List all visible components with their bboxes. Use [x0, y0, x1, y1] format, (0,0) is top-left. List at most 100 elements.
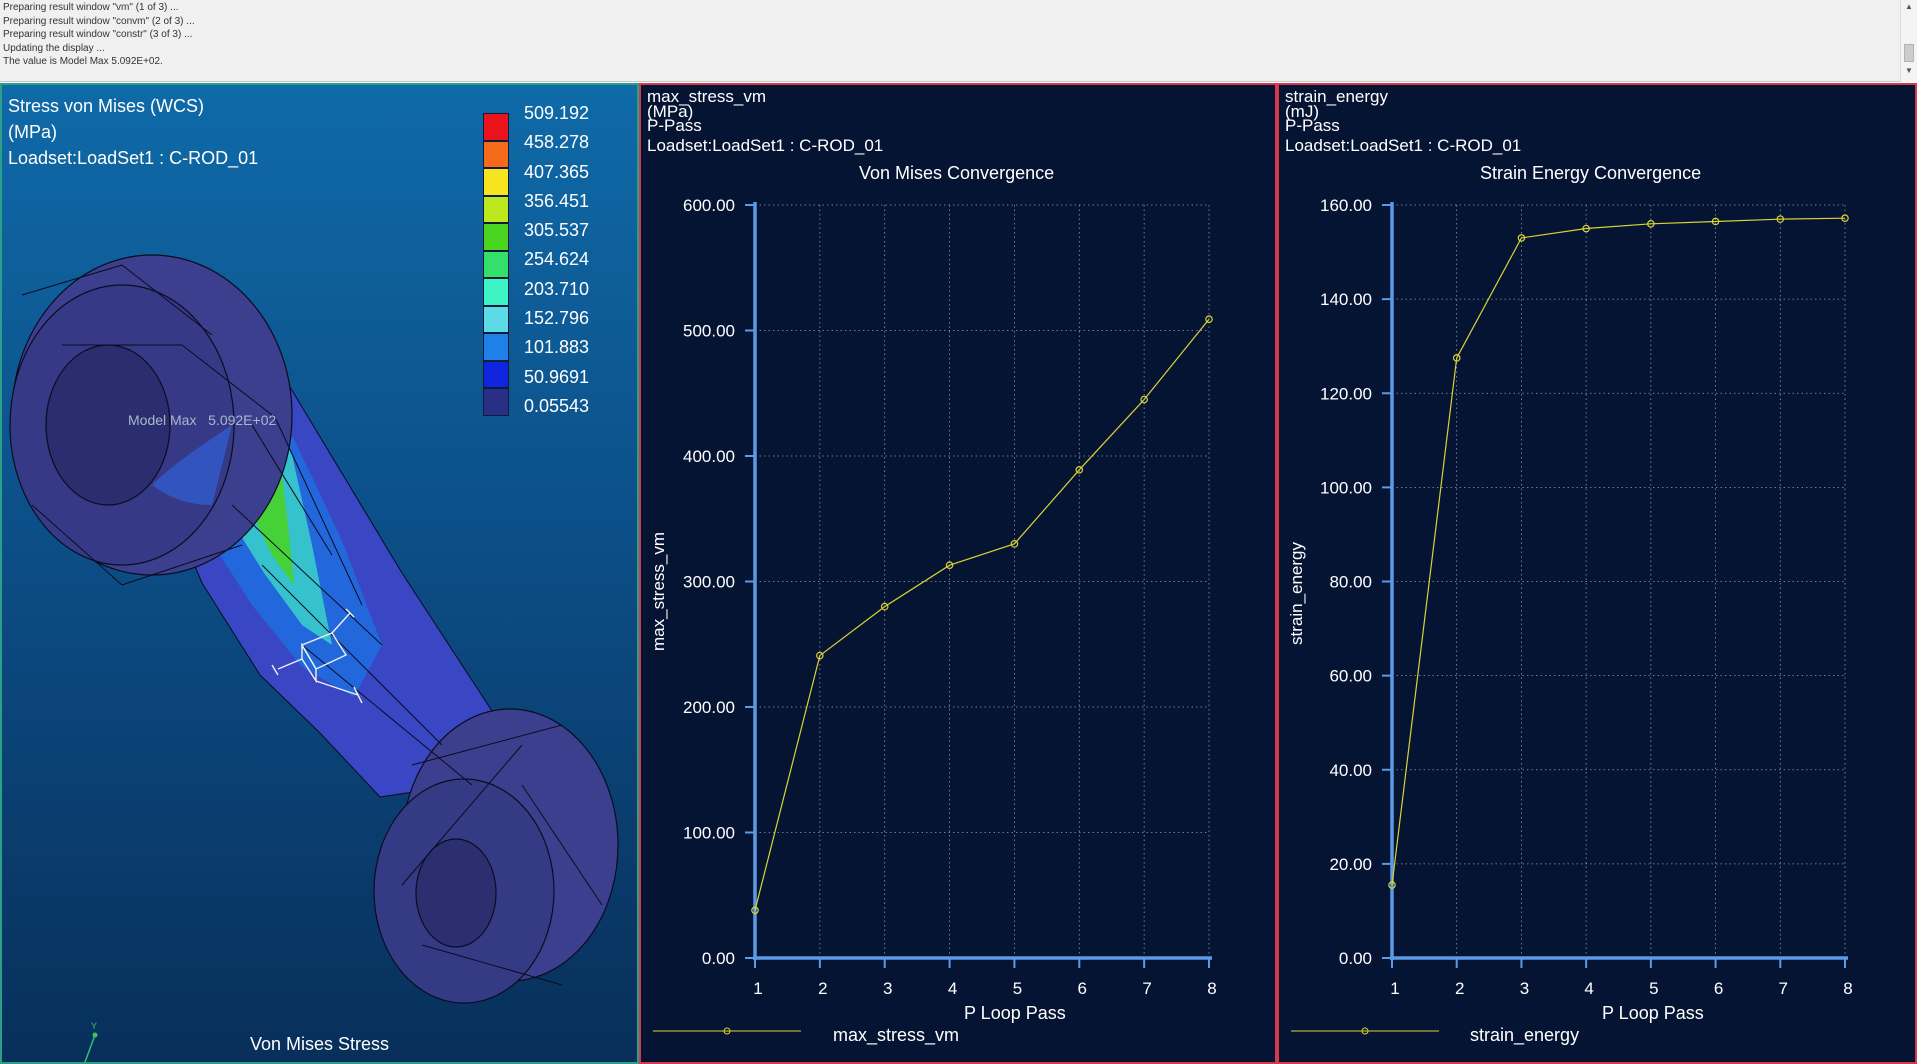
view-name-label: Von Mises Stress — [249, 1034, 390, 1054]
x-tick-label: 2 — [818, 979, 827, 998]
constr-chart[interactable]: 0.00 20.00 40.00 60.00 80.00 100.00 120.00 140.… — [1279, 85, 1915, 1062]
data-point — [1841, 214, 1849, 222]
data-point — [1582, 224, 1590, 233]
model-max-prefix: Model Max — [128, 412, 197, 428]
legend-value: 407.365 — [524, 161, 590, 182]
model-max-label: Model Max 5.092E+02 — [128, 412, 276, 428]
y-tick-label: 160.00 — [1320, 196, 1372, 215]
y-tick-label: 300.00 — [683, 573, 735, 592]
data-point — [1452, 354, 1461, 362]
result-title: Stress von Mises (WCS) — [8, 96, 205, 116]
message-line: Preparing result window "convm" (2 of 3)… — [3, 15, 195, 27]
legend-color-cell — [483, 113, 509, 141]
model-max-value: 5.092E+02 — [208, 412, 277, 428]
convm-chart[interactable]: 0.00 100.00 200.00 300.00 400.00 500.00 600.00… — [641, 85, 1275, 1062]
y-tick-label: 500.00 — [683, 322, 735, 341]
pass-type: P-Pass — [1285, 116, 1340, 135]
big-end-stress-patch — [152, 425, 232, 505]
x-tick-label: 3 — [1520, 979, 1529, 998]
data-point — [1075, 466, 1084, 474]
message-line: Preparing result window "vm" (1 of 3) ..… — [3, 2, 179, 13]
data-point — [751, 906, 759, 915]
legend-value: 50.9691 — [524, 366, 590, 387]
data-point — [1140, 395, 1148, 404]
constr-window-header: strain_energy (mJ) P-Pass Loadset:LoadSe… — [1285, 87, 1522, 156]
legend-swatch-icon — [1291, 1027, 1439, 1035]
loadset-label: Loadset:LoadSet1 : C-ROD_01 — [647, 135, 884, 155]
y-tick-label: 20.00 — [1329, 855, 1372, 874]
scroll-down-icon[interactable]: ▼ — [1905, 66, 1913, 75]
data-point — [1010, 540, 1019, 548]
measure-units: (MPa) — [647, 101, 694, 121]
fringe-color-bar — [483, 113, 509, 416]
data-point — [1711, 217, 1720, 226]
y-tick-label: 200.00 — [683, 698, 735, 717]
data-point — [1647, 220, 1655, 228]
measure-name: strain_energy — [1285, 87, 1389, 106]
data-point — [945, 561, 954, 569]
legend-value: 458.278 — [524, 132, 590, 153]
data-point — [1776, 215, 1785, 223]
mesh-edges — [21, 264, 603, 986]
x-tick-label: 1 — [1390, 979, 1399, 998]
scrollbar-thumb[interactable] — [1904, 44, 1914, 62]
legend-value: 509.192 — [524, 103, 590, 123]
x-tick-label: 8 — [1207, 979, 1216, 998]
message-log-scrollbar[interactable]: ▲ ▼ — [1900, 0, 1917, 82]
legend-value: 0.05543 — [524, 395, 590, 416]
scroll-up-icon[interactable]: ▲ — [1905, 2, 1913, 11]
chart-title: Strain Energy Convergence — [1480, 163, 1702, 183]
x-tick-label: 5 — [1013, 979, 1022, 998]
data-point — [816, 651, 824, 660]
loadset-label: Loadset:LoadSet1 : C-ROD_01 — [8, 148, 259, 168]
fringe-legend-values: 509.192 458.278 407.365 356.451 305.537 … — [524, 99, 589, 421]
legend-swatch-icon — [653, 1027, 801, 1035]
x-tick-label: 3 — [883, 979, 892, 998]
x-tick-label: 7 — [1779, 979, 1788, 998]
message-line: Preparing result window "constr" (3 of 3… — [3, 29, 193, 41]
message-log-panel: Preparing result window "vm" (1 of 3) ..… — [0, 0, 1917, 82]
message-log: Preparing result window "vm" (1 of 3) ..… — [3, 1, 1883, 69]
y-tick-label: 400.00 — [683, 447, 735, 466]
legend-color-cell — [483, 388, 509, 416]
legend-value: 203.710 — [524, 278, 590, 299]
y-tick-label: 140.00 — [1320, 290, 1372, 309]
chart-title: Von Mises Convergence — [859, 163, 1055, 183]
measure-name: max_stress_vm — [647, 87, 767, 106]
measure-units: (mJ) — [1285, 101, 1319, 121]
vm-result-window[interactable]: Stress von Mises (WCS) (MPa) Loadset:Loa… — [0, 83, 639, 1064]
y-tick-label: 0.00 — [1339, 949, 1372, 968]
series-line — [754, 318, 1210, 911]
y-tick-label: 0.00 — [702, 949, 735, 968]
x-tick-label: 1 — [753, 979, 762, 998]
x-tick-label: 2 — [1455, 979, 1464, 998]
convm-graph-window[interactable]: max_stress_vm (MPa) P-Pass Loadset:LoadS… — [639, 83, 1277, 1064]
pass-type: P-Pass — [647, 116, 702, 135]
data-point — [880, 602, 889, 611]
series-line — [1391, 217, 1846, 886]
constr-graph-window[interactable]: strain_energy (mJ) P-Pass Loadset:LoadSe… — [1277, 83, 1917, 1064]
legend-value: 356.451 — [524, 190, 590, 211]
small-end-bore — [415, 838, 497, 948]
legend-color-cell — [483, 333, 509, 361]
x-tick-label: 5 — [1649, 979, 1658, 998]
connecting-rod-model[interactable] — [2, 85, 637, 1062]
csys-triad-icon — [271, 608, 363, 704]
view-triad-icon — [84, 1032, 98, 1062]
legend-color-cell — [483, 360, 509, 388]
y-tick-label: 100.00 — [683, 824, 735, 843]
y-tick-label: 80.00 — [1329, 573, 1372, 592]
x-tick-label: 6 — [1078, 979, 1087, 998]
loadset-label: Loadset:LoadSet1 : C-ROD_01 — [1285, 135, 1522, 155]
legend-color-cell — [483, 195, 509, 223]
x-tick-label: 4 — [948, 979, 957, 998]
x-axis-label: P Loop Pass — [1602, 1003, 1704, 1023]
data-point — [1517, 234, 1526, 242]
vm-window-header: Stress von Mises (WCS) (MPa) Loadset:Loa… — [8, 93, 258, 171]
legend-value: 254.624 — [524, 249, 590, 270]
y-axis-label: strain_energy — [1287, 541, 1306, 645]
y-tick-label: 60.00 — [1329, 667, 1372, 686]
data-point — [1205, 315, 1213, 324]
y-tick-label: 120.00 — [1320, 384, 1372, 403]
triad-y-label: Y — [91, 1021, 98, 1031]
